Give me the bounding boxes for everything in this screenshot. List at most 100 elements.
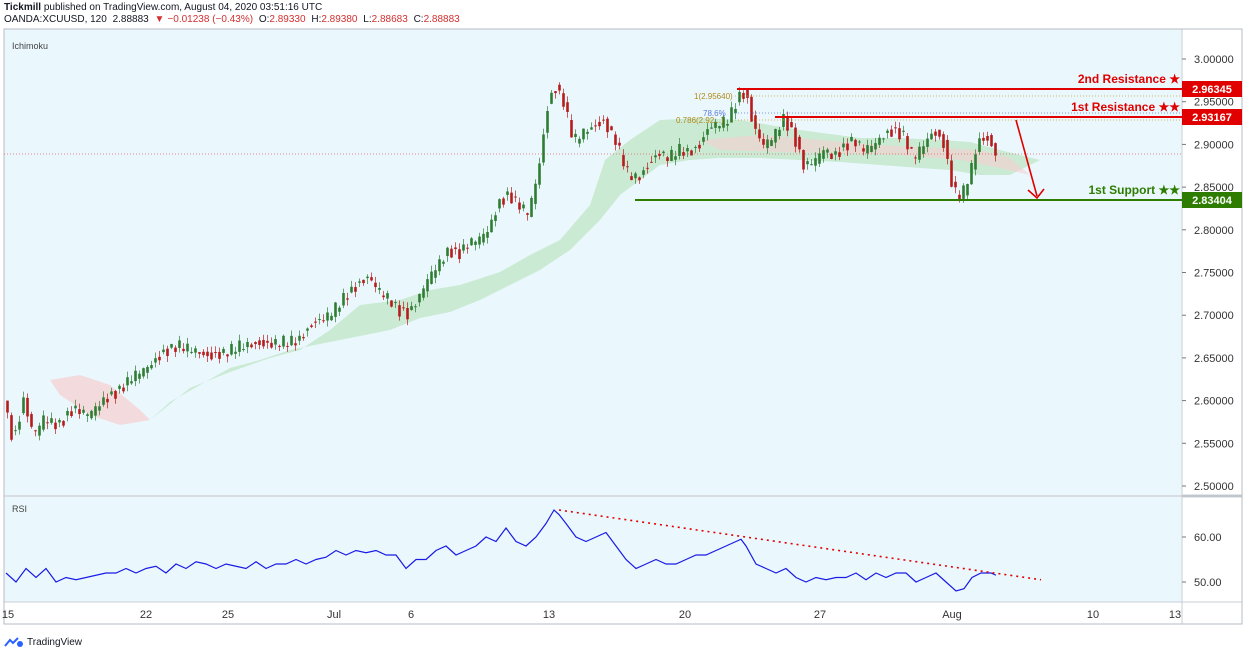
open-value: 2.89330 — [269, 14, 306, 25]
candle — [406, 302, 409, 326]
candle — [482, 228, 485, 246]
chart-border — [3, 28, 1243, 625]
candle — [534, 179, 537, 210]
candle — [526, 212, 529, 221]
candle — [778, 126, 781, 140]
time-axis[interactable] — [3, 601, 1183, 625]
candle — [786, 111, 789, 137]
candle — [794, 123, 797, 153]
symbol-name[interactable]: OANDA:XCUUSD, 120 — [4, 14, 107, 25]
candle — [494, 211, 497, 227]
candle — [254, 341, 257, 350]
candle — [710, 122, 713, 129]
second-resistance-label: 2nd Resistance ★ — [1078, 72, 1180, 86]
candle — [734, 103, 737, 120]
candle — [690, 149, 693, 156]
candle — [518, 197, 521, 214]
candle — [698, 140, 701, 153]
candle — [290, 330, 293, 347]
candle — [126, 371, 129, 392]
candle — [26, 393, 29, 423]
main-pane[interactable] — [4, 29, 1182, 495]
candle — [502, 196, 505, 208]
candle — [206, 346, 209, 363]
price-tick-label: 2.50000 — [1194, 481, 1234, 493]
candle — [530, 195, 533, 218]
candle — [970, 160, 973, 185]
fib-label-1: 1(2.95640) — [694, 92, 733, 101]
time-tick-label: Aug — [942, 609, 962, 621]
candle — [614, 131, 617, 151]
candle — [890, 125, 893, 138]
price-tick-label: 2.95000 — [1194, 97, 1234, 109]
candle — [354, 282, 357, 298]
candle — [222, 346, 225, 356]
rsi-line — [5, 509, 997, 592]
candle — [414, 304, 417, 313]
candle — [382, 290, 385, 300]
candle — [122, 383, 125, 394]
candle — [330, 312, 333, 322]
candle — [450, 245, 453, 259]
rsi-tick-label: 50.00 — [1194, 577, 1222, 589]
candle — [190, 347, 193, 355]
candle — [166, 345, 169, 362]
candle — [978, 132, 981, 155]
candle — [410, 301, 413, 311]
candle — [270, 337, 273, 349]
candle — [854, 138, 857, 153]
candle — [186, 337, 189, 358]
candle — [830, 152, 833, 160]
publisher-name[interactable]: Tickmill — [4, 2, 42, 13]
candle — [38, 422, 41, 441]
candle — [146, 364, 149, 379]
candle — [914, 155, 917, 165]
high-value: 2.89380 — [321, 14, 358, 25]
rsi-pane[interactable] — [4, 497, 1182, 602]
candle — [374, 276, 377, 293]
candle — [470, 236, 473, 246]
candle — [870, 140, 873, 153]
candle — [198, 352, 201, 359]
candle — [942, 131, 945, 152]
candle — [682, 146, 685, 160]
candle — [670, 146, 673, 162]
candle — [258, 337, 261, 350]
candle — [990, 133, 993, 147]
chart-header: Tickmill published on TradingView.com, A… — [4, 2, 463, 26]
candle — [278, 344, 281, 352]
candle — [462, 239, 465, 254]
candle — [542, 128, 545, 166]
candle — [458, 243, 461, 264]
candle — [302, 333, 305, 341]
candle — [594, 119, 597, 132]
candle — [862, 144, 865, 156]
first-support-tag — [1182, 192, 1242, 208]
candle — [142, 367, 145, 379]
candle — [466, 243, 469, 254]
candle — [910, 146, 913, 150]
candle — [634, 171, 637, 184]
candle — [342, 288, 345, 309]
candle — [362, 279, 365, 286]
candle — [566, 96, 569, 118]
time-tick-label: Jul — [327, 609, 341, 621]
candle — [578, 136, 581, 148]
price-axis[interactable] — [1181, 28, 1243, 496]
candle — [574, 129, 577, 143]
candle — [850, 133, 853, 142]
candle — [994, 142, 997, 162]
ichimoku-cloud — [50, 118, 1040, 425]
candles — [6, 82, 997, 442]
footer-brand[interactable]: TradingView — [27, 636, 83, 648]
candle — [714, 118, 717, 134]
footer: TradingView — [4, 636, 82, 648]
candle — [478, 232, 481, 249]
candle — [810, 159, 813, 166]
price-tick-label: 2.70000 — [1194, 310, 1234, 322]
candle — [902, 125, 905, 136]
candle — [618, 137, 621, 150]
candle — [930, 128, 933, 140]
candle — [118, 384, 121, 394]
